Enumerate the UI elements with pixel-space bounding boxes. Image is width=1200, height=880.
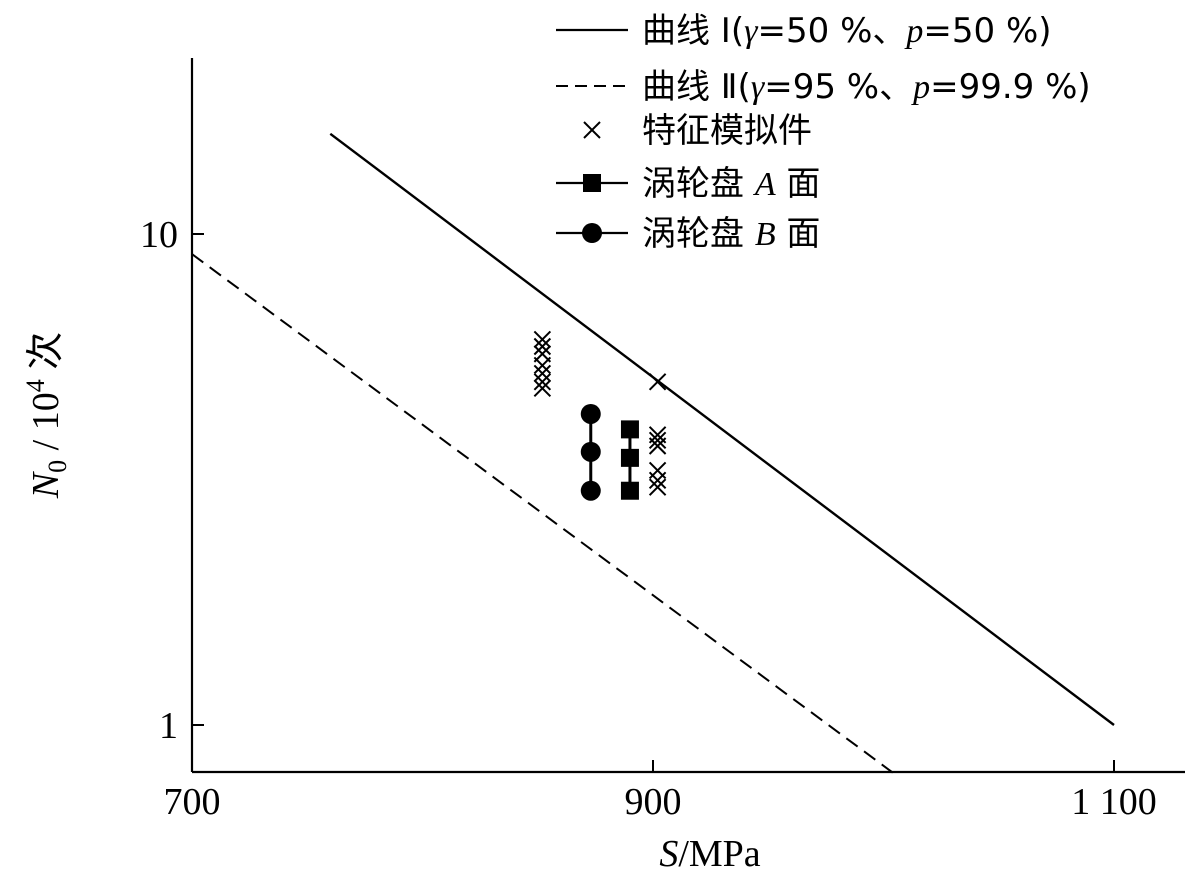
y-tick-label: 1 — [159, 705, 178, 747]
plot-marks — [191, 132, 1115, 774]
legend-item-curve-2: 曲线 Ⅱ(γ=95 %、p=99.9 %) — [556, 67, 1091, 107]
legend-swatch-circle-marker — [582, 223, 602, 243]
x-axis-title-var: S — [659, 833, 678, 875]
legend-curve-2-mid: =95 %、 — [764, 67, 913, 107]
x-tick-label: 700 — [164, 781, 221, 823]
legend-label-curve-1: 曲线 Ⅰ(γ=50 %、p=50 %) — [642, 11, 1052, 51]
legend-disk-a-tail: 面 — [776, 164, 821, 204]
y-axis-title: N0 / 104 次 — [21, 332, 72, 499]
legend-disk-a-prefix: 涡轮盘 — [642, 164, 755, 204]
specimen-x-marker — [648, 431, 667, 450]
legend-disk-b-prefix: 涡轮盘 — [642, 214, 755, 254]
legend-curve-2-prefix: 曲线 Ⅱ( — [642, 67, 751, 107]
axis-ticks: 700 900 1 100 1 10 — [140, 214, 1157, 823]
disk-b-mid-circle-marker — [580, 441, 601, 462]
specimen-x-marker — [533, 364, 552, 383]
disk-a-mid-square-marker — [620, 448, 639, 467]
legend-label-specimens: 特征模拟件 — [642, 111, 812, 151]
specimen-x-marker — [648, 471, 667, 490]
legend-item-specimens: 特征模拟件 — [583, 111, 812, 151]
curve-2-dashed-line — [191, 253, 894, 774]
legend-curve-1-gamma: γ — [744, 13, 759, 50]
disk-b-high-circle-marker — [580, 403, 601, 424]
disk-a-low-square-marker — [620, 481, 639, 500]
x-axis-title-unit: /MPa — [678, 833, 760, 875]
specimen-x-marker — [533, 337, 552, 356]
legend-label-disk-b: 涡轮盘 B 面 — [642, 214, 820, 254]
legend-curve-1-end: =50 %) — [923, 11, 1051, 51]
specimen-x-marker — [533, 356, 552, 375]
y-axis-title-tail: 次 — [25, 332, 67, 380]
legend-item-disk-b: 涡轮盘 B 面 — [556, 214, 820, 254]
disk-b-low-circle-marker — [580, 480, 601, 501]
x-axis-title: S/MPa — [659, 833, 760, 875]
y-tick-label: 10 — [140, 214, 178, 256]
specimen-x-marker — [533, 379, 552, 398]
legend-disk-b-tail: 面 — [776, 214, 821, 254]
legend-label-disk-a: 涡轮盘 A 面 — [642, 164, 820, 204]
legend-curve-2-gamma: γ — [751, 69, 766, 106]
specimen-x-marker — [533, 373, 552, 391]
y-axis-title-var: N — [25, 470, 67, 499]
disk-a-high-square-marker — [620, 420, 639, 439]
legend-disk-a-letter: A — [753, 166, 776, 203]
legend-curve-2-p: p — [911, 69, 930, 106]
specimen-x-marker — [648, 478, 667, 496]
y-axis-title-mid: / 10 — [25, 392, 67, 460]
y-axis-title-sup: 4 — [21, 379, 50, 392]
legend-disk-b-letter: B — [755, 216, 776, 253]
legend-item-disk-a: 涡轮盘 A 面 — [556, 164, 820, 204]
legend-swatch-x-marker — [583, 121, 601, 139]
x-tick-label: 900 — [625, 781, 682, 823]
specimen-x-marker — [533, 330, 552, 349]
y-axis-title-sub: 0 — [43, 460, 72, 473]
legend-curve-1-prefix: 曲线 Ⅰ( — [642, 11, 744, 51]
x-tick-label: 1 100 — [1071, 781, 1157, 823]
specimen-x-marker — [648, 437, 667, 455]
legend-curve-1-p: p — [904, 13, 923, 50]
legend-curve-2-end: =99.9 %) — [930, 67, 1091, 107]
legend-swatch-square-marker — [583, 174, 601, 192]
legend-curve-1-mid: =50 %、 — [758, 11, 907, 51]
legend-item-curve-1: 曲线 Ⅰ(γ=50 %、p=50 %) — [556, 11, 1052, 51]
legend: 曲线 Ⅰ(γ=50 %、p=50 %) 曲线 Ⅱ(γ=95 %、p=99.9 %… — [556, 11, 1091, 254]
legend-label-curve-2: 曲线 Ⅱ(γ=95 %、p=99.9 %) — [642, 67, 1091, 107]
curve-1-solid-line — [329, 132, 1115, 726]
specimen-x-marker — [648, 373, 667, 391]
